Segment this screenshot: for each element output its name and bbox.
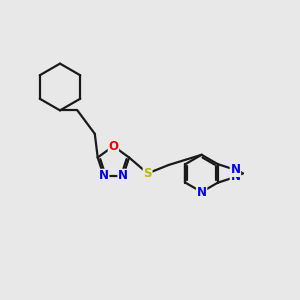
Text: N: N [99,169,109,182]
Text: N: N [230,163,240,176]
Text: N: N [118,169,128,182]
Text: N: N [196,185,207,199]
Text: N: N [230,170,240,184]
Text: O: O [108,140,118,153]
Text: S: S [143,167,152,180]
